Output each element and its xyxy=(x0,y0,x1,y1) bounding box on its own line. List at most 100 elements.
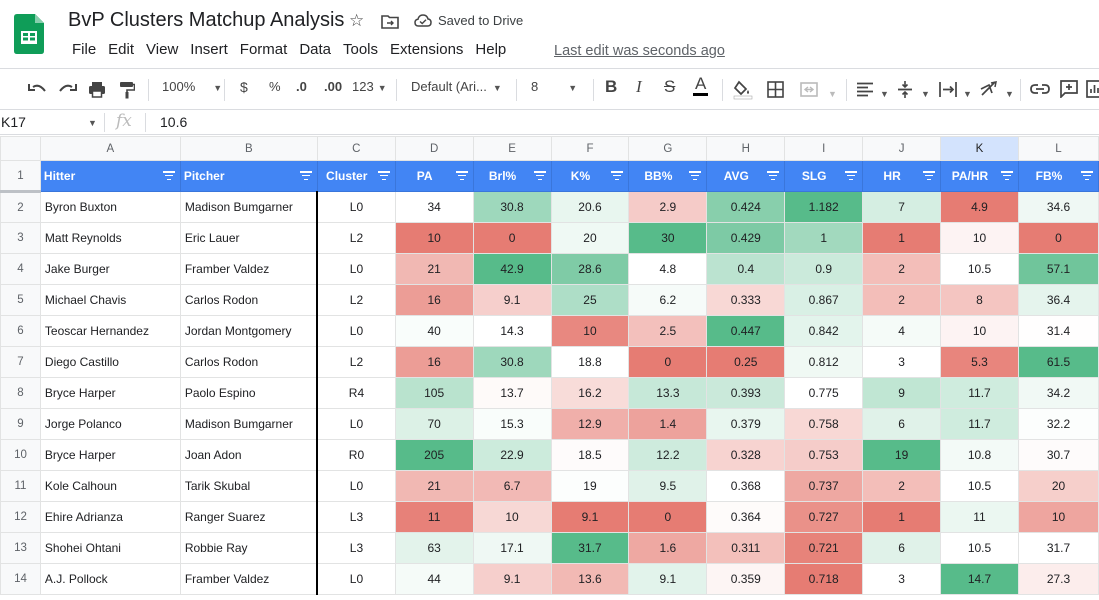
strikethrough-icon[interactable]: S xyxy=(664,77,676,96)
cell-l6[interactable]: 31.4 xyxy=(1017,315,1099,347)
cell-b7[interactable]: Carlos Rodon xyxy=(179,346,319,378)
row-header[interactable]: 11 xyxy=(0,470,41,502)
cell-k3[interactable]: 10 xyxy=(940,222,1019,254)
cell-k7[interactable]: 5.3 xyxy=(940,346,1019,378)
cell-e6[interactable]: 14.3 xyxy=(472,315,552,347)
cell-f3[interactable]: 20 xyxy=(550,222,630,254)
header-cell-k[interactable]: K% xyxy=(550,160,630,192)
cell-g13[interactable]: 1.6 xyxy=(628,532,708,564)
cell-k4[interactable]: 10.5 xyxy=(940,253,1019,285)
cell-a12[interactable]: Ehire Adrianza xyxy=(39,501,181,533)
cell-h10[interactable]: 0.328 xyxy=(706,439,786,471)
cell-a13[interactable]: Shohei Ohtani xyxy=(39,532,181,564)
cell-d13[interactable]: 63 xyxy=(394,532,474,564)
cell-d6[interactable]: 40 xyxy=(394,315,474,347)
cell-j6[interactable]: 4 xyxy=(862,315,942,347)
text-rotation-dropdown-icon[interactable]: ▼ xyxy=(1005,89,1014,99)
cell-b3[interactable]: Eric Lauer xyxy=(179,222,319,254)
cell-a3[interactable]: Matt Reynolds xyxy=(39,222,181,254)
cell-i13[interactable]: 0.721 xyxy=(784,532,864,564)
filter-icon[interactable] xyxy=(299,171,312,181)
cell-d14[interactable]: 44 xyxy=(394,563,474,595)
decrease-decimal-button[interactable]: .0 xyxy=(296,79,307,94)
cell-k10[interactable]: 10.8 xyxy=(940,439,1019,471)
cell-d9[interactable]: 70 xyxy=(394,408,474,440)
cell-c8[interactable]: R4 xyxy=(316,377,396,409)
cell-i9[interactable]: 0.758 xyxy=(784,408,864,440)
cell-f2[interactable]: 20.6 xyxy=(550,191,630,223)
menu-help[interactable]: Help xyxy=(475,41,507,58)
cell-j8[interactable]: 9 xyxy=(862,377,942,409)
horizontal-align-icon[interactable] xyxy=(856,82,874,97)
cell-g5[interactable]: 6.2 xyxy=(628,284,708,316)
insert-link-icon[interactable] xyxy=(1030,83,1050,95)
save-status[interactable]: Saved to Drive xyxy=(414,13,523,28)
cell-g2[interactable]: 2.9 xyxy=(628,191,708,223)
filter-icon[interactable] xyxy=(611,171,624,181)
move-folder-icon[interactable] xyxy=(381,14,399,29)
header-cell-hr[interactable]: HR xyxy=(862,160,942,192)
cell-h12[interactable]: 0.364 xyxy=(706,501,786,533)
cell-j12[interactable]: 1 xyxy=(862,501,942,533)
cell-l10[interactable]: 30.7 xyxy=(1017,439,1099,471)
cell-e11[interactable]: 6.7 xyxy=(472,470,552,502)
increase-decimal-button[interactable]: .00 xyxy=(324,79,343,94)
column-header-a[interactable]: A xyxy=(39,136,181,161)
cell-l14[interactable]: 27.3 xyxy=(1017,563,1099,595)
cell-f8[interactable]: 16.2 xyxy=(550,377,630,409)
menu-tools[interactable]: Tools xyxy=(343,41,379,58)
cell-c4[interactable]: L0 xyxy=(316,253,396,285)
insert-chart-icon[interactable] xyxy=(1086,80,1099,98)
cell-d3[interactable]: 10 xyxy=(394,222,474,254)
cell-i8[interactable]: 0.775 xyxy=(784,377,864,409)
cell-c12[interactable]: L3 xyxy=(316,501,396,533)
header-cell-bb[interactable]: BB% xyxy=(628,160,708,192)
cell-d8[interactable]: 105 xyxy=(394,377,474,409)
cell-f11[interactable]: 19 xyxy=(550,470,630,502)
more-formats-button[interactable]: 123 ▼ xyxy=(352,79,387,94)
header-cell-pitcher[interactable]: Pitcher xyxy=(179,160,318,192)
column-header-b[interactable]: B xyxy=(179,136,318,161)
cell-k9[interactable]: 11.7 xyxy=(940,408,1019,440)
insert-comment-icon[interactable] xyxy=(1060,80,1078,98)
column-header-h[interactable]: H xyxy=(706,136,786,161)
cell-j3[interactable]: 1 xyxy=(862,222,942,254)
filter-icon[interactable] xyxy=(1000,171,1013,181)
cell-g7[interactable]: 0 xyxy=(628,346,708,378)
row-header[interactable]: 6 xyxy=(0,315,41,347)
cell-l3[interactable]: 0 xyxy=(1017,222,1099,254)
merge-dropdown-icon[interactable]: ▼ xyxy=(828,89,837,99)
fill-color-icon[interactable] xyxy=(733,80,753,100)
cell-b8[interactable]: Paolo Espino xyxy=(179,377,319,409)
row-header[interactable]: 10 xyxy=(0,439,41,471)
cell-i11[interactable]: 0.737 xyxy=(784,470,864,502)
cell-e3[interactable]: 0 xyxy=(472,222,552,254)
cell-l8[interactable]: 34.2 xyxy=(1017,377,1099,409)
cell-c11[interactable]: L0 xyxy=(316,470,396,502)
cell-d11[interactable]: 21 xyxy=(394,470,474,502)
cell-f12[interactable]: 9.1 xyxy=(550,501,630,533)
cell-g12[interactable]: 0 xyxy=(628,501,708,533)
column-header-k[interactable]: K xyxy=(940,136,1019,161)
formula-input[interactable]: 10.6 xyxy=(160,114,188,130)
cell-h9[interactable]: 0.379 xyxy=(706,408,786,440)
header-cell-fb[interactable]: FB% xyxy=(1017,160,1099,192)
cell-i10[interactable]: 0.753 xyxy=(784,439,864,471)
cell-l13[interactable]: 31.7 xyxy=(1017,532,1099,564)
cell-h4[interactable]: 0.4 xyxy=(706,253,786,285)
cell-d4[interactable]: 21 xyxy=(394,253,474,285)
cell-j14[interactable]: 3 xyxy=(862,563,942,595)
menu-view[interactable]: View xyxy=(146,41,179,58)
menu-file[interactable]: File xyxy=(72,41,97,58)
header-cell-brl[interactable]: Brl% xyxy=(472,160,552,192)
cell-k2[interactable]: 4.9 xyxy=(940,191,1019,223)
cell-k14[interactable]: 14.7 xyxy=(940,563,1019,595)
cell-b10[interactable]: Joan Adon xyxy=(179,439,319,471)
cell-h14[interactable]: 0.359 xyxy=(706,563,786,595)
cell-a7[interactable]: Diego Castillo xyxy=(39,346,181,378)
cell-b5[interactable]: Carlos Rodon xyxy=(179,284,319,316)
cell-b4[interactable]: Framber Valdez xyxy=(179,253,319,285)
cell-l12[interactable]: 10 xyxy=(1017,501,1099,533)
print-icon[interactable] xyxy=(88,81,106,98)
cell-f7[interactable]: 18.8 xyxy=(550,346,630,378)
